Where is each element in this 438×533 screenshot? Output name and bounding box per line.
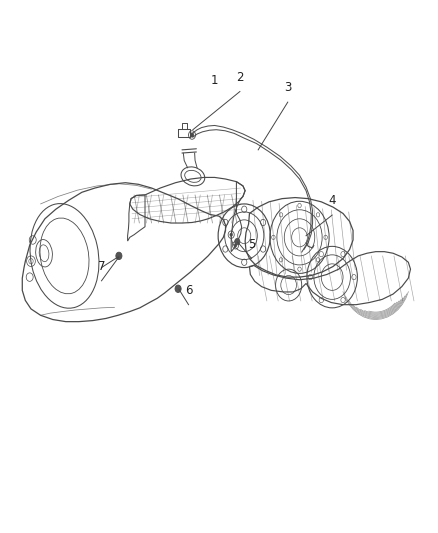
Text: 4: 4 <box>328 194 336 207</box>
Circle shape <box>116 252 122 260</box>
Text: 7: 7 <box>98 260 105 273</box>
Text: 3: 3 <box>284 81 291 94</box>
Text: 5: 5 <box>248 238 255 251</box>
Circle shape <box>235 238 240 245</box>
Circle shape <box>175 285 181 293</box>
Circle shape <box>234 244 237 247</box>
Circle shape <box>230 233 233 236</box>
Text: 1: 1 <box>211 74 219 87</box>
Circle shape <box>190 133 194 137</box>
Text: 6: 6 <box>185 284 192 297</box>
Text: 2: 2 <box>236 70 244 84</box>
